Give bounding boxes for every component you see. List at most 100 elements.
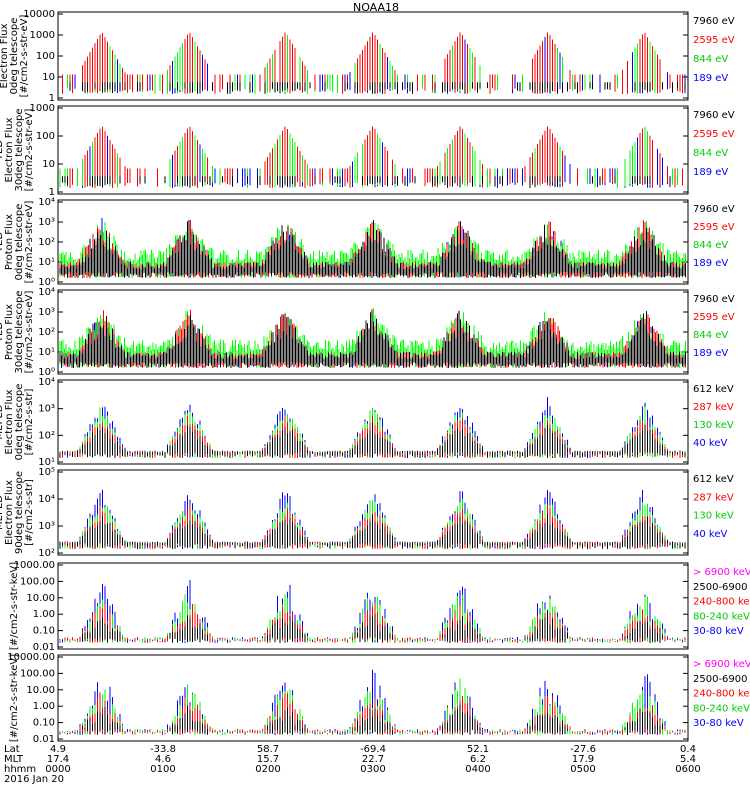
y-tick-label: 10⁴ xyxy=(38,287,55,298)
y-tick-label: 1000.00 xyxy=(14,560,55,571)
y-tick-label: 10² xyxy=(38,548,55,559)
y-tick-label: 10³ xyxy=(38,404,55,415)
y-axis-label-line: 0deg telescope xyxy=(9,18,20,95)
y-axis-label: MEPED Electron Flux 0deg telescope [#/cm2-s… xyxy=(0,384,35,461)
y-tick-label: 10³ xyxy=(38,307,55,318)
data-trace xyxy=(59,422,686,458)
legend-entry: 287 keV xyxy=(693,492,734,503)
x-tick-label-hhmm: 0000 xyxy=(45,764,70,775)
y-axis-label-line: 30deg telescope xyxy=(14,108,25,191)
legend-entry: 2595 eV xyxy=(693,35,735,46)
y-tick-label: 1 xyxy=(49,187,55,198)
legend-entry: 240-800 ke xyxy=(693,689,750,700)
legend-entry: 189 eV xyxy=(693,348,728,359)
y-axis-label-line: 90deg telescope xyxy=(14,471,25,554)
y-tick-label: 100 xyxy=(36,51,55,62)
legend-entry: 7960 eV xyxy=(693,204,735,215)
y-tick-label: 1 xyxy=(49,93,55,104)
y-axis-label: TED Proton Flux 0deg telescope [#/cm2-s-str… xyxy=(0,201,35,284)
legend-entry: 7960 eV xyxy=(693,16,735,27)
y-axis-label-line: TED xyxy=(0,140,5,161)
data-trace xyxy=(82,610,663,643)
legend-entry: 844 eV xyxy=(693,54,728,65)
data-trace xyxy=(59,310,686,368)
y-axis-label: [#/cm2-s-str-keV] xyxy=(9,562,20,650)
y-axis-label-line: [#/cm2-s-str-keV] xyxy=(9,562,20,650)
panel-frame xyxy=(57,105,689,195)
x-tick-label-mlt: 5.4 xyxy=(680,754,696,765)
chart-title: NOAA18 xyxy=(353,1,399,14)
y-tick-label: 1000 xyxy=(30,30,55,41)
panel-meped-p-90deg: 0.01 0.10 1.00 10.00 100.00 10000.00[#/cm2-s-… xyxy=(7,652,750,745)
y-axis-label-line: 0deg telescope xyxy=(14,384,25,461)
y-tick-label: 10⁴ xyxy=(38,377,55,388)
legend-entry: 40 keV xyxy=(693,438,727,449)
y-axis-label-line: Electron Flux xyxy=(0,23,10,88)
y-tick-label: 10⁰ xyxy=(38,367,55,378)
y-tick-label: 10³ xyxy=(38,521,55,532)
y-tick-label: 10000.00 xyxy=(7,652,55,663)
x-axis-row-label: Lat xyxy=(4,744,20,755)
panel-frame xyxy=(57,469,689,556)
y-axis-label-line: 0deg telescope xyxy=(14,204,25,281)
data-trace xyxy=(69,126,683,188)
legend-entry: 7960 eV xyxy=(693,294,735,305)
x-tick-label-lat: -69.4 xyxy=(360,744,386,755)
y-axis-label-line: [#/cm2-s-str] xyxy=(24,479,35,546)
data-trace xyxy=(59,309,686,368)
legend-entry: 2595 eV xyxy=(693,129,735,140)
data-trace xyxy=(69,82,686,94)
legend-entry: 2500-6900 xyxy=(693,582,748,593)
x-tick-label-hhmm: 0300 xyxy=(360,764,385,775)
y-axis-label-line: Electron Flux xyxy=(4,117,15,182)
x-axis-row-label: MLT xyxy=(4,754,24,765)
data-trace xyxy=(59,220,686,278)
y-tick-label: 10 xyxy=(42,159,55,170)
legend-entry: 844 eV xyxy=(693,240,728,251)
legend-entry: > 6900 keV xyxy=(693,567,750,578)
legend-entry: 80-240 keV xyxy=(693,703,750,714)
x-tick-label-hhmm: 0400 xyxy=(465,764,490,775)
legend-entry: 7960 eV xyxy=(693,110,735,121)
x-tick-label-lat: 4.9 xyxy=(50,744,66,755)
y-axis-label: TED Electron Flux 30deg telescope [#/cm2-s-… xyxy=(0,108,35,191)
legend-entry: 130 keV xyxy=(693,420,734,431)
y-tick-label: 10.00 xyxy=(26,685,55,696)
legend-entry: 2500-6900 xyxy=(693,674,748,685)
legend-entry: 287 keV xyxy=(693,402,734,413)
panel-meped-p-0deg: 0.01 0.10 1.00 10.00 100.00 1000.00[#/cm2-s-s… xyxy=(9,560,750,653)
x-tick-label-lat: -27.6 xyxy=(570,744,596,755)
y-axis-label-line: Proton Flux xyxy=(4,304,15,360)
panel-frame xyxy=(57,654,689,742)
x-tick-label-hhmm: 0500 xyxy=(570,764,595,775)
y-tick-label: 1.00 xyxy=(33,609,55,620)
y-axis-label-line: [#/cm2-s-str-eV] xyxy=(24,201,35,284)
x-tick-label-mlt: 6.2 xyxy=(470,754,486,765)
x-tick-label-hhmm: 0600 xyxy=(675,764,700,775)
y-tick-label: 10¹ xyxy=(38,457,55,468)
y-tick-label: 10⁰ xyxy=(38,277,55,288)
y-tick-label: 0.10 xyxy=(33,718,55,729)
y-axis-label-line: [#/cm2-s-str-keV] xyxy=(9,654,20,742)
x-tick-label-lat: 58.7 xyxy=(257,744,279,755)
legend-entry: 130 keV xyxy=(693,511,734,522)
y-axis-label-line: [#/cm2-s-str-eV] xyxy=(24,291,35,374)
x-tick-label-lat: 0.4 xyxy=(680,744,696,755)
x-axis-row-label: 2016 Jan 20 xyxy=(4,774,64,785)
legend-entry: 30-80 keV xyxy=(693,626,744,637)
x-tick-label-hhmm: 0100 xyxy=(150,764,175,775)
data-trace xyxy=(62,176,671,188)
y-tick-label: 10⁴ xyxy=(38,494,55,505)
y-axis-label: TED Proton Flux 30deg telescope [#/cm2-s-st… xyxy=(0,290,35,373)
y-tick-label: 10² xyxy=(38,237,55,248)
y-tick-label: 10⁵ xyxy=(38,467,55,478)
data-trace xyxy=(59,126,678,188)
y-tick-label: 100 xyxy=(36,131,55,142)
legend-entry: 240-800 ke xyxy=(693,597,750,608)
panel-frame xyxy=(57,562,689,650)
